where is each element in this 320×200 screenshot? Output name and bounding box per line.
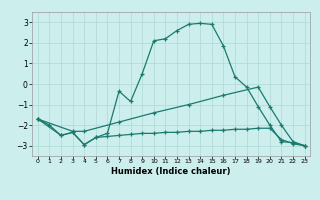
- X-axis label: Humidex (Indice chaleur): Humidex (Indice chaleur): [111, 167, 231, 176]
